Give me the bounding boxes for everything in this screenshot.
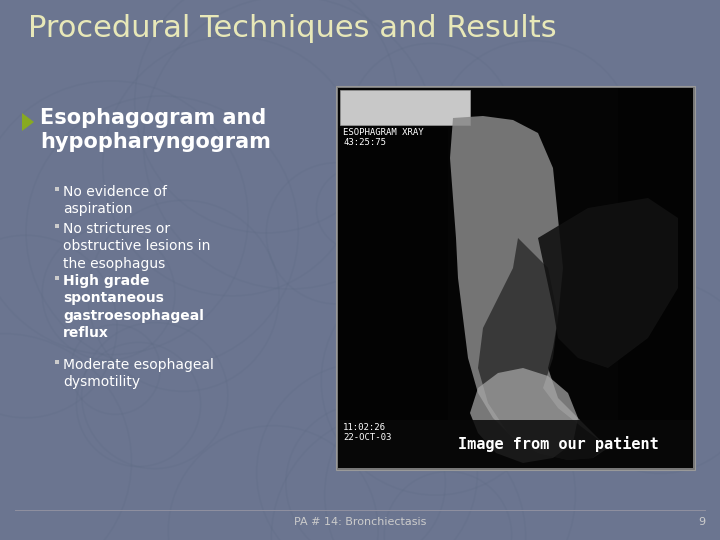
Bar (55, 276, 59, 280)
Bar (336, 86, 695, 470)
Text: No evidence of
aspiration: No evidence of aspiration (63, 185, 167, 217)
Polygon shape (538, 198, 678, 368)
Bar (338, 420, 693, 468)
Bar (618, 88, 693, 468)
Text: 11:02:26
22-OCT-03: 11:02:26 22-OCT-03 (343, 423, 392, 442)
Polygon shape (450, 116, 608, 460)
Text: Procedural Techniques and Results: Procedural Techniques and Results (28, 14, 557, 43)
Polygon shape (22, 113, 34, 131)
Text: Esophagogram and
hypopharyngogram: Esophagogram and hypopharyngogram (40, 108, 271, 152)
Bar (55, 224, 59, 228)
Text: Moderate esophageal
dysmotility: Moderate esophageal dysmotility (63, 358, 214, 389)
Bar (338, 88, 693, 468)
Bar (340, 90, 470, 125)
Bar (55, 187, 59, 191)
Polygon shape (470, 368, 578, 463)
Bar (338, 128, 448, 468)
Bar (55, 360, 59, 364)
Text: No strictures or
obstructive lesions in
the esophagus: No strictures or obstructive lesions in … (63, 222, 210, 271)
Text: High grade
spontaneous
gastroesophageal
reflux: High grade spontaneous gastroesophageal … (63, 274, 204, 340)
Text: 9: 9 (698, 517, 705, 527)
Polygon shape (478, 238, 608, 460)
Text: Image from our patient: Image from our patient (458, 436, 659, 452)
Text: PA # 14: Bronchiectasis: PA # 14: Bronchiectasis (294, 517, 426, 527)
Text: ESOPHAGRAM XRAY
43:25:75: ESOPHAGRAM XRAY 43:25:75 (343, 128, 423, 147)
